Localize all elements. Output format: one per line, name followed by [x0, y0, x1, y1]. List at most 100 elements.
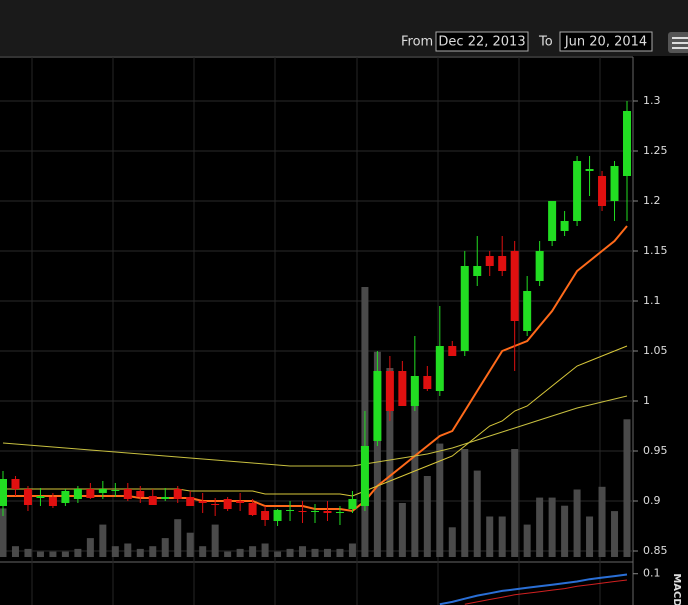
menu-button[interactable]: [668, 32, 688, 53]
candle: [286, 501, 295, 521]
candle-body: [448, 346, 457, 356]
candle-body: [48, 497, 57, 506]
candle-body: [98, 489, 107, 493]
candle-body: [323, 511, 332, 513]
candle: [236, 493, 245, 511]
volume-bar: [336, 548, 344, 557]
candle-body: [373, 371, 382, 441]
volume-bar: [111, 546, 119, 557]
candle-body: [348, 499, 357, 509]
volume-bar: [211, 524, 219, 557]
volume-bar: [161, 538, 169, 557]
volume-bar: [274, 551, 282, 557]
candle: [173, 486, 182, 503]
candle: [136, 486, 145, 503]
macd-title: MACD: [671, 573, 682, 605]
candle: [211, 498, 220, 516]
volume-bar: [286, 548, 294, 557]
candle-body: [111, 490, 120, 491]
candle-body: [523, 291, 532, 331]
y-tick-label: 0.85: [643, 544, 668, 557]
candle-body: [61, 491, 70, 503]
candle: [298, 501, 307, 523]
from-box[interactable]: [435, 31, 529, 52]
volume-bar: [436, 443, 444, 557]
from-label: From: [401, 35, 433, 50]
candle-body: [23, 489, 32, 505]
volume-bar: [548, 497, 556, 557]
candle: [460, 251, 469, 356]
candle-body: [398, 371, 407, 406]
candle: [510, 241, 519, 371]
line: [464, 579, 628, 605]
from-date[interactable]: Dec 22, 2013: [438, 35, 525, 50]
candle: [123, 483, 132, 501]
candle: [111, 483, 120, 497]
candle: [198, 493, 207, 513]
candle: [410, 336, 419, 411]
candle-body: [186, 497, 195, 506]
candle: [223, 497, 232, 511]
candle: [335, 506, 344, 525]
y-tick-label: 1.25: [643, 144, 668, 157]
volume-bar: [49, 551, 57, 557]
candle: [86, 483, 95, 499]
volume-bar: [373, 351, 381, 557]
to-label: To: [538, 35, 553, 50]
candle-body: [73, 489, 82, 499]
candle: [36, 488, 45, 506]
y-tick-label: 1.15: [643, 244, 668, 257]
to-date[interactable]: Jun 20, 2014: [564, 35, 647, 50]
candle-body: [385, 371, 394, 411]
volume-bar: [523, 524, 531, 557]
to-box[interactable]: [559, 31, 653, 52]
volume-bar: [186, 532, 194, 557]
candle-body: [0, 479, 7, 506]
candle-body: [86, 489, 95, 498]
candle: [73, 486, 82, 503]
candle: [161, 488, 170, 501]
candle: [248, 499, 257, 516]
candle-body: [298, 511, 307, 512]
volume-bar: [411, 400, 419, 557]
candle-body: [460, 266, 469, 351]
candle: [48, 493, 57, 508]
candle: [560, 211, 569, 236]
volume-bar: [486, 516, 494, 557]
candle-body: [211, 504, 220, 505]
volume-bar: [199, 546, 207, 557]
volume-bar: [61, 551, 69, 557]
volume-bar: [536, 497, 544, 557]
candle: [473, 236, 482, 286]
y-tick-label: 1.05: [643, 344, 668, 357]
volume-bar: [36, 551, 44, 557]
candle-body: [573, 161, 582, 221]
candle: [385, 356, 394, 421]
candle: [98, 481, 107, 499]
candle-body: [273, 510, 282, 521]
candle-body: [423, 376, 432, 389]
volume-bar: [311, 548, 319, 557]
candle-body: [623, 111, 631, 176]
candle-body: [36, 496, 45, 498]
y-tick-label: 1.2: [643, 194, 661, 207]
candle-body: [535, 251, 544, 281]
candle: [323, 501, 332, 521]
candle: [423, 366, 432, 391]
volume-bar: [611, 511, 619, 557]
candle: [610, 161, 619, 221]
candle: [498, 236, 507, 276]
candle-body: [560, 221, 569, 231]
volume-bar: [86, 538, 94, 557]
candle-body: [311, 511, 319, 512]
volume-bar: [423, 476, 431, 557]
candle: [23, 486, 32, 511]
volume-bar: [249, 546, 257, 557]
volume-bar: [586, 516, 594, 557]
y-tick-label: 0.9: [643, 494, 661, 507]
candle-body: [161, 497, 170, 499]
candle-body: [585, 169, 594, 171]
y-tick-label: 0.95: [643, 444, 668, 457]
candle: [485, 251, 494, 276]
